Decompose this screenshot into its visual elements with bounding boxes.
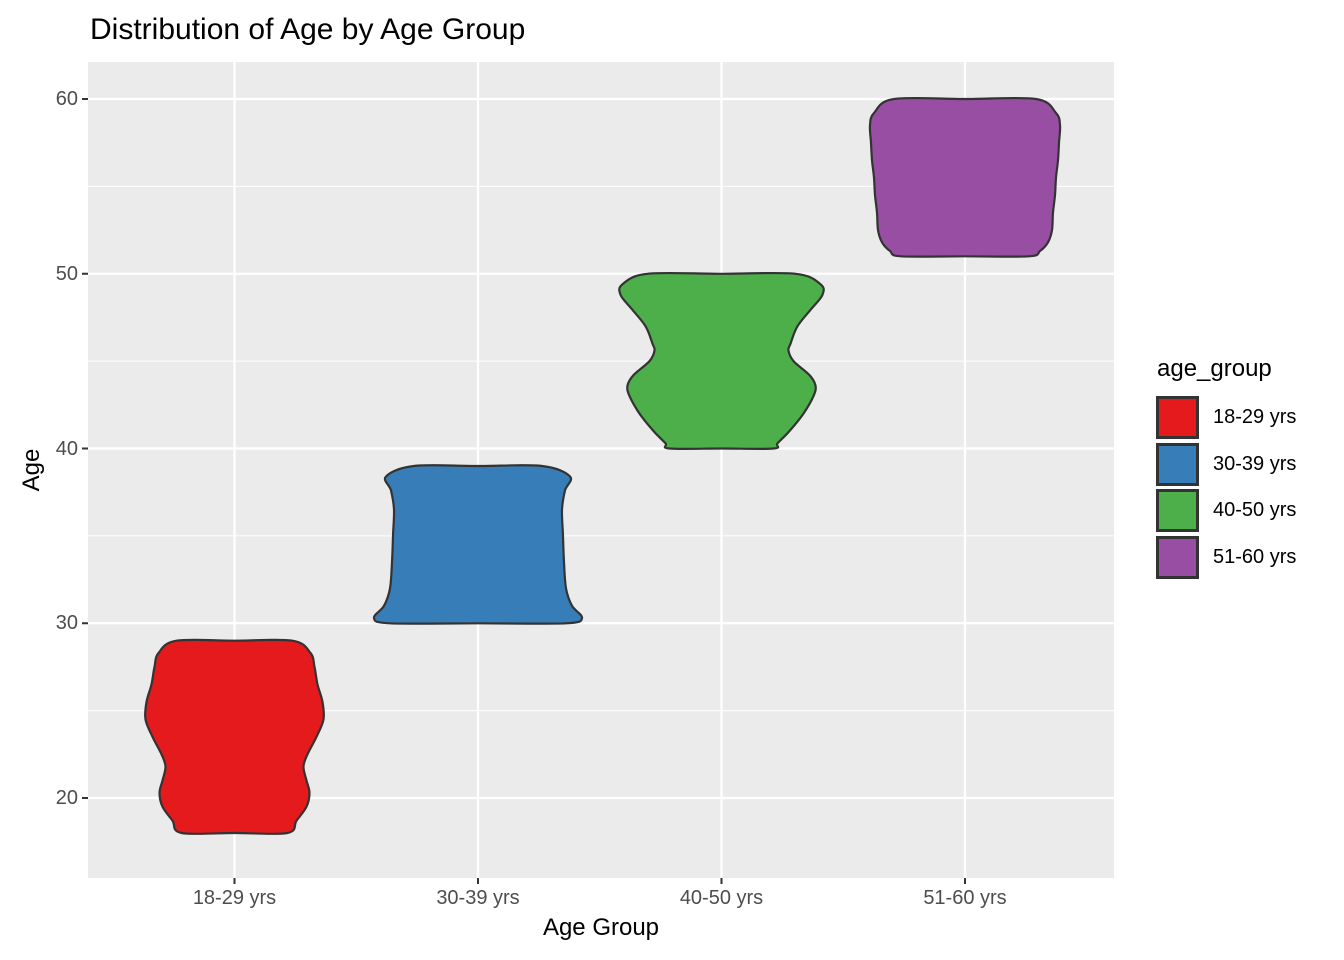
x-tick-label: 30-39 yrs	[436, 887, 520, 909]
legend-label: 18-29 yrs	[1213, 406, 1297, 428]
y-tick-label: 30	[55, 612, 78, 635]
y-tick-label: 60	[55, 88, 78, 110]
legend-item: 40-50 yrs	[1156, 489, 1296, 532]
legend-items: 18-29 yrs 30-39 yrs 40-50 yrs 51-60 yrs	[1156, 396, 1296, 579]
violin-40-50-yrs	[618, 271, 825, 450]
legend: age_group 18-29 yrs 30-39 yrs 40-50 yrs 51-…	[1156, 355, 1296, 582]
y-tick-label: 40	[55, 437, 78, 460]
legend-key-swatch	[1156, 442, 1199, 486]
x-axis-title: Age Group	[542, 914, 660, 941]
x-tick-label: 40-50 yrs	[679, 887, 764, 909]
x-tick-label: 18-29 yrs	[192, 887, 277, 909]
chart-title: Distribution of Age by Age Group	[90, 13, 526, 46]
legend-label: 51-60 yrs	[1213, 545, 1297, 568]
violin-18-29-yrs	[143, 638, 326, 835]
legend-title: age_group	[1157, 355, 1272, 382]
y-tick-label: 50	[55, 262, 78, 285]
legend-key-swatch	[1156, 489, 1199, 532]
legend-label: 30-39 yrs	[1213, 452, 1297, 475]
legend-key-swatch	[1156, 535, 1199, 579]
x-tick-label: 51-60 yrs	[923, 887, 1007, 909]
legend-key-swatch	[1156, 396, 1199, 439]
legend-item: 30-39 yrs	[1156, 442, 1297, 486]
violin-51-60-yrs	[868, 96, 1062, 258]
legend-item: 51-60 yrs	[1156, 535, 1297, 579]
y-tick-label: 20	[55, 787, 78, 809]
legend-label: 40-50 yrs	[1213, 499, 1297, 521]
legend-item: 18-29 yrs	[1156, 396, 1296, 439]
violin-30-39-yrs	[372, 464, 584, 625]
